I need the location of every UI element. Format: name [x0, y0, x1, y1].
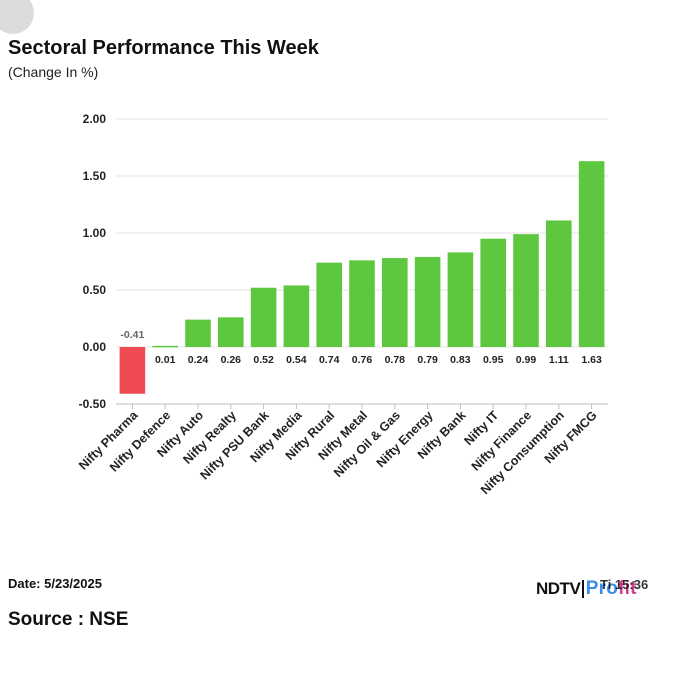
data-label: 0.78	[385, 354, 406, 366]
data-label: 0.83	[450, 354, 471, 366]
bar	[382, 258, 408, 347]
y-tick-label: 1.50	[83, 169, 107, 183]
data-label: 0.01	[155, 354, 176, 366]
bar	[185, 319, 211, 347]
bar	[349, 260, 375, 347]
bar	[480, 238, 506, 347]
data-label: 0.76	[352, 354, 373, 366]
time-overlay: Ti 15:36	[600, 577, 649, 592]
data-label: -0.41	[120, 329, 144, 341]
brand-profit-a: Pro	[585, 578, 619, 599]
bar	[546, 220, 572, 347]
bar	[316, 262, 342, 347]
bar	[513, 234, 539, 347]
y-tick-label: -0.50	[79, 397, 107, 411]
bar	[250, 287, 277, 347]
bar	[578, 161, 605, 347]
data-label: 0.24	[188, 354, 209, 366]
data-label: 0.95	[483, 354, 504, 366]
bar	[283, 285, 310, 347]
y-tick-label: 2.00	[83, 112, 107, 126]
data-label: 0.79	[417, 354, 438, 366]
bar	[218, 317, 244, 347]
y-tick-label: 0.50	[83, 283, 107, 297]
brand-separator	[582, 580, 584, 598]
data-label: 0.54	[286, 354, 307, 366]
footer-date: Date: 5/23/2025	[8, 576, 102, 591]
data-label: 0.52	[253, 354, 274, 366]
brand-logo: NDTV Profit	[536, 576, 637, 602]
bar	[119, 347, 146, 394]
brand-profit-b: fit	[618, 578, 637, 599]
bar	[152, 345, 178, 348]
data-label: 0.26	[221, 354, 242, 366]
chart-subtitle: (Change In %)	[8, 64, 99, 80]
brand-profit: Profit	[586, 578, 637, 600]
brand-ndtv: NDTV	[536, 579, 581, 598]
data-label: 0.74	[319, 354, 340, 366]
bar	[414, 256, 441, 347]
footer-source: Source : NSE	[8, 609, 129, 630]
data-label: 1.11	[549, 354, 569, 366]
data-label: 0.99	[516, 354, 537, 366]
y-tick-label: 1.00	[83, 226, 107, 240]
data-label: 1.63	[581, 354, 602, 366]
y-tick-label: 0.00	[83, 340, 107, 354]
bar	[447, 252, 474, 347]
chart-title: Sectoral Performance This Week	[8, 37, 319, 59]
